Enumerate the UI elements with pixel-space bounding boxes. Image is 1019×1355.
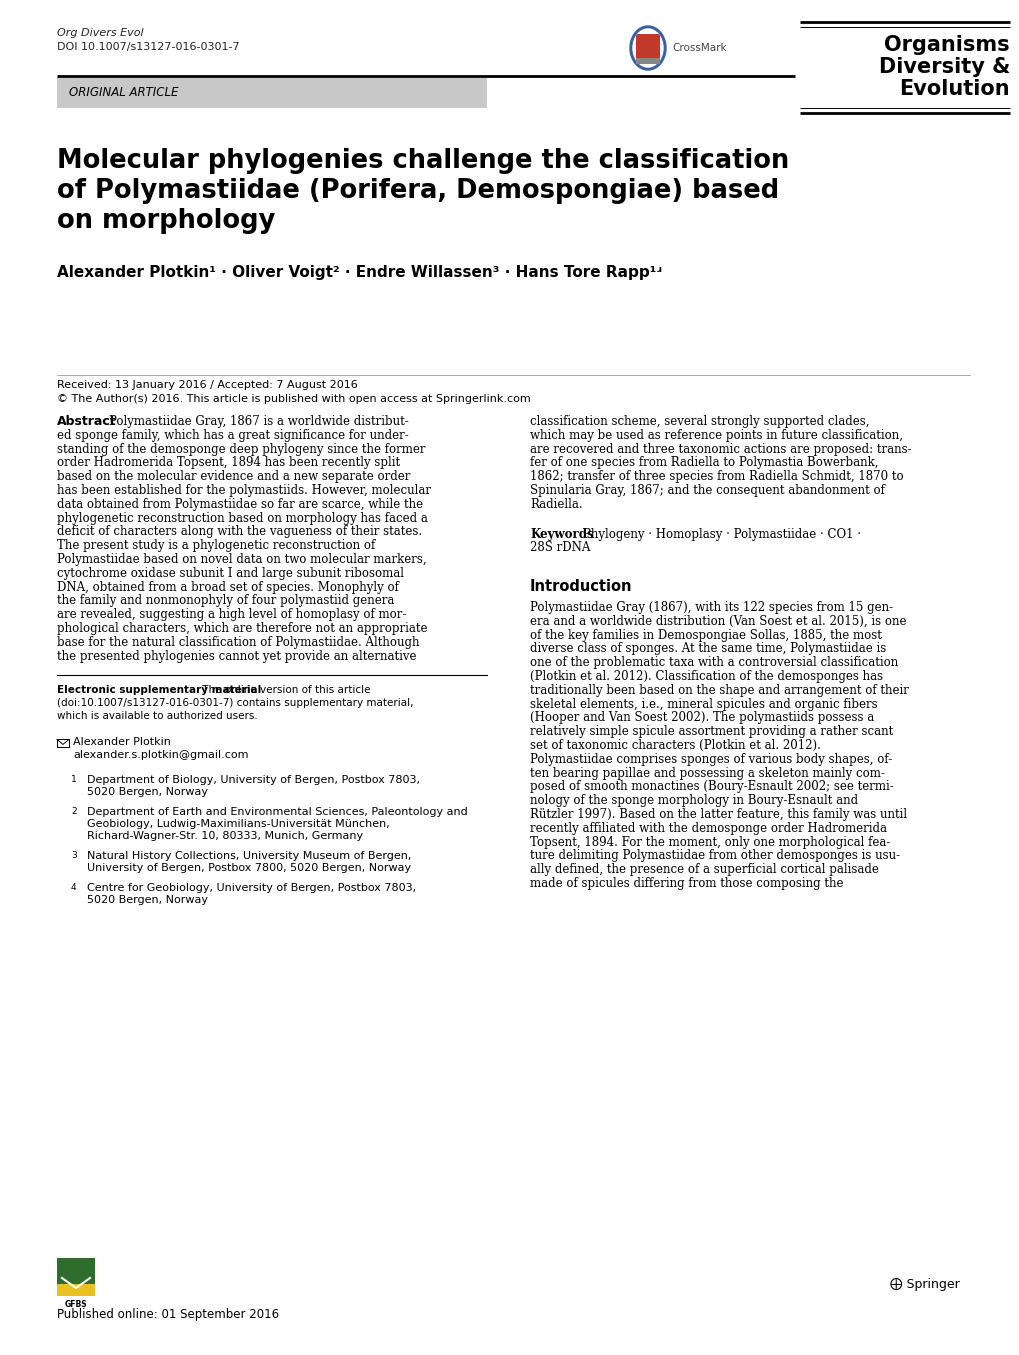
Text: classification scheme, several strongly supported clades,: classification scheme, several strongly … [530, 415, 868, 428]
Text: Geobiology, Ludwig-Maximilians-Universität München,: Geobiology, Ludwig-Maximilians-Universit… [87, 820, 389, 829]
Text: Keywords: Keywords [530, 527, 593, 541]
Text: base for the natural classification of Polymastiidae. Although: base for the natural classification of P… [57, 635, 419, 649]
Text: based on the molecular evidence and a new separate order: based on the molecular evidence and a ne… [57, 470, 410, 484]
Text: one of the problematic taxa with a controversial classification: one of the problematic taxa with a contr… [530, 656, 898, 669]
Text: posed of smooth monactines (Boury-Esnault 2002; see termi-: posed of smooth monactines (Boury-Esnaul… [530, 780, 893, 794]
Text: 1: 1 [71, 775, 76, 785]
Text: University of Bergen, Postbox 7800, 5020 Bergen, Norway: University of Bergen, Postbox 7800, 5020… [87, 863, 411, 874]
Text: Received: 13 January 2016 / Accepted: 7 August 2016: Received: 13 January 2016 / Accepted: 7 … [57, 379, 358, 390]
Text: (doi:10.1007/s13127-016-0301-7) contains supplementary material,: (doi:10.1007/s13127-016-0301-7) contains… [57, 698, 413, 709]
Text: DNA, obtained from a broad set of species. Monophyly of: DNA, obtained from a broad set of specie… [57, 580, 398, 593]
Text: ORIGINAL ARTICLE: ORIGINAL ARTICLE [69, 87, 178, 99]
Text: Published online: 01 September 2016: Published online: 01 September 2016 [57, 1308, 279, 1321]
Text: ture delimiting Polymastiidae from other demosponges is usu-: ture delimiting Polymastiidae from other… [530, 850, 899, 862]
Text: era and a worldwide distribution (Van Soest et al. 2015), is one: era and a worldwide distribution (Van So… [530, 615, 906, 627]
Text: 28S rDNA: 28S rDNA [530, 542, 590, 554]
Text: Spinularia Gray, 1867; and the consequent abandonment of: Spinularia Gray, 1867; and the consequen… [530, 484, 884, 497]
Text: fer of one species from Radiella to Polymastia Bowerbank,: fer of one species from Radiella to Poly… [530, 457, 877, 469]
Text: Org Divers Evol: Org Divers Evol [57, 28, 144, 38]
Text: of Polymastiidae (Porifera, Demospongiae) based: of Polymastiidae (Porifera, Demospongiae… [57, 178, 779, 205]
Text: Radiella.: Radiella. [530, 497, 582, 511]
Text: skeletal elements, i.e., mineral spicules and organic fibers: skeletal elements, i.e., mineral spicule… [530, 698, 876, 710]
Text: Department of Biology, University of Bergen, Postbox 7803,: Department of Biology, University of Ber… [87, 775, 420, 786]
Text: of the key families in Demospongiae Sollas, 1885, the most: of the key families in Demospongiae Soll… [530, 629, 881, 642]
Text: ed sponge family, which has a great significance for under-: ed sponge family, which has a great sign… [57, 428, 409, 442]
Text: Phylogeny · Homoplasy · Polymastiidae · CO1 ·: Phylogeny · Homoplasy · Polymastiidae · … [583, 527, 860, 541]
Text: Polymastiidae based on novel data on two molecular markers,: Polymastiidae based on novel data on two… [57, 553, 426, 566]
Text: DOI 10.1007/s13127-016-0301-7: DOI 10.1007/s13127-016-0301-7 [57, 42, 239, 51]
Text: The present study is a phylogenetic reconstruction of: The present study is a phylogenetic reco… [57, 539, 375, 553]
Ellipse shape [633, 28, 662, 66]
FancyBboxPatch shape [57, 79, 486, 108]
Text: 2: 2 [71, 808, 76, 817]
Text: Introduction: Introduction [530, 579, 632, 593]
Text: standing of the demosponge deep phylogeny since the former: standing of the demosponge deep phylogen… [57, 443, 425, 455]
Text: 4: 4 [71, 883, 76, 893]
Text: Molecular phylogenies challenge the classification: Molecular phylogenies challenge the clas… [57, 148, 789, 173]
Text: relatively simple spicule assortment providing a rather scant: relatively simple spicule assortment pro… [530, 725, 893, 738]
Text: ⨁ Springer: ⨁ Springer [890, 1278, 959, 1291]
Text: Organisms: Organisms [883, 35, 1009, 56]
Text: 5020 Bergen, Norway: 5020 Bergen, Norway [87, 787, 208, 797]
Text: Diversity &: Diversity & [877, 57, 1009, 77]
Text: which may be used as reference points in future classification,: which may be used as reference points in… [530, 428, 902, 442]
Text: Richard-Wagner-Str. 10, 80333, Munich, Germany: Richard-Wagner-Str. 10, 80333, Munich, G… [87, 832, 363, 841]
Text: Topsent, 1894. For the moment, only one morphological fea-: Topsent, 1894. For the moment, only one … [530, 836, 890, 848]
Text: Abstract: Abstract [57, 415, 116, 428]
Text: Alexander Plotkin¹ · Oliver Voigt² · Endre Willassen³ · Hans Tore Rapp¹ʴ: Alexander Plotkin¹ · Oliver Voigt² · End… [57, 266, 660, 280]
Text: 3: 3 [71, 851, 76, 860]
Text: ally defined, the presence of a superficial cortical palisade: ally defined, the presence of a superfic… [530, 863, 878, 877]
Text: the family and nonmonophyly of four polymastiid genera: the family and nonmonophyly of four poly… [57, 595, 394, 607]
Text: The online version of this article: The online version of this article [199, 686, 370, 695]
Text: Centre for Geobiology, University of Bergen, Postbox 7803,: Centre for Geobiology, University of Ber… [87, 883, 416, 893]
Text: data obtained from Polymastiidae so far are scarce, while the: data obtained from Polymastiidae so far … [57, 497, 423, 511]
Text: deficit of characters along with the vagueness of their states.: deficit of characters along with the vag… [57, 526, 422, 538]
Text: traditionally been based on the shape and arrangement of their: traditionally been based on the shape an… [530, 684, 908, 696]
Text: are revealed, suggesting a high level of homoplasy of mor-: are revealed, suggesting a high level of… [57, 608, 406, 621]
FancyBboxPatch shape [57, 1257, 95, 1295]
Text: GFBS: GFBS [64, 1299, 88, 1309]
Text: Electronic supplementary material: Electronic supplementary material [57, 686, 261, 695]
Text: nology of the sponge morphology in Boury-Esnault and: nology of the sponge morphology in Boury… [530, 794, 857, 808]
Text: Polymastiidae Gray, 1867 is a worldwide distribut-: Polymastiidae Gray, 1867 is a worldwide … [109, 415, 409, 428]
Text: alexander.s.plotkin@gmail.com: alexander.s.plotkin@gmail.com [73, 751, 249, 760]
Text: (Hooper and Van Soest 2002). The polymastiids possess a: (Hooper and Van Soest 2002). The polymas… [530, 711, 873, 725]
Text: (Plotkin et al. 2012). Classification of the demosponges has: (Plotkin et al. 2012). Classification of… [530, 669, 882, 683]
Text: Evolution: Evolution [899, 79, 1009, 99]
Ellipse shape [630, 26, 665, 70]
Text: Department of Earth and Environmental Sciences, Paleontology and: Department of Earth and Environmental Sc… [87, 808, 468, 817]
Text: set of taxonomic characters (Plotkin et al. 2012).: set of taxonomic characters (Plotkin et … [530, 738, 820, 752]
Text: 5020 Bergen, Norway: 5020 Bergen, Norway [87, 896, 208, 905]
Text: has been established for the polymastiids. However, molecular: has been established for the polymastiid… [57, 484, 431, 497]
Text: phological characters, which are therefore not an appropriate: phological characters, which are therefo… [57, 622, 427, 635]
Text: Alexander Plotkin: Alexander Plotkin [73, 737, 171, 748]
FancyBboxPatch shape [636, 58, 659, 64]
Text: © The Author(s) 2016. This article is published with open access at Springerlink: © The Author(s) 2016. This article is pu… [57, 394, 530, 404]
Text: which is available to authorized users.: which is available to authorized users. [57, 711, 258, 721]
Text: diverse class of sponges. At the same time, Polymastiidae is: diverse class of sponges. At the same ti… [530, 642, 886, 656]
Text: phylogenetic reconstruction based on morphology has faced a: phylogenetic reconstruction based on mor… [57, 512, 427, 524]
Text: cytochrome oxidase subunit I and large subunit ribosomal: cytochrome oxidase subunit I and large s… [57, 566, 404, 580]
Text: the presented phylogenies cannot yet provide an alternative: the presented phylogenies cannot yet pro… [57, 649, 416, 663]
Text: Rützler 1997). Based on the latter feature, this family was until: Rützler 1997). Based on the latter featu… [530, 808, 906, 821]
Text: on morphology: on morphology [57, 209, 275, 234]
FancyBboxPatch shape [636, 34, 659, 62]
Text: ten bearing papillae and possessing a skeleton mainly com-: ten bearing papillae and possessing a sk… [530, 767, 884, 779]
Text: Polymastiidae Gray (1867), with its 122 species from 15 gen-: Polymastiidae Gray (1867), with its 122 … [530, 602, 893, 614]
Text: Natural History Collections, University Museum of Bergen,: Natural History Collections, University … [87, 851, 411, 862]
Text: Polymastiidae comprises sponges of various body shapes, of-: Polymastiidae comprises sponges of vario… [530, 753, 892, 766]
Text: CrossMark: CrossMark [672, 43, 726, 53]
Text: are recovered and three taxonomic actions are proposed: trans-: are recovered and three taxonomic action… [530, 443, 911, 455]
FancyBboxPatch shape [57, 1285, 95, 1295]
Text: recently affiliated with the demosponge order Hadromerida: recently affiliated with the demosponge … [530, 821, 887, 835]
Text: made of spicules differing from those composing the: made of spicules differing from those co… [530, 877, 843, 890]
Text: order Hadromerida Topsent, 1894 has been recently split: order Hadromerida Topsent, 1894 has been… [57, 457, 399, 469]
Text: 1862; transfer of three species from Radiella Schmidt, 1870 to: 1862; transfer of three species from Rad… [530, 470, 903, 484]
